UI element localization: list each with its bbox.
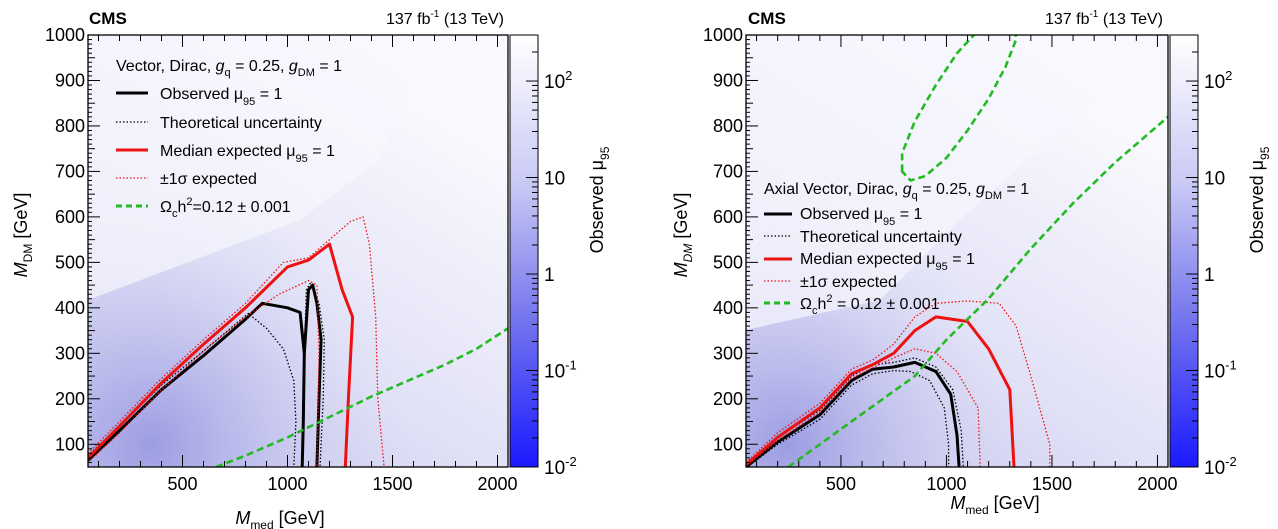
curve-observed — [88, 301, 306, 467]
colorbar-label: Observed μ95 — [587, 146, 612, 253]
x-tick-label: 1500 — [372, 474, 412, 494]
legend-title: Axial Vector, Dirac, gq = 0.25, gDM = 1 — [764, 181, 1029, 202]
y-tick-label: 700 — [713, 161, 743, 181]
curve-exp-plus — [88, 216, 385, 467]
x-axis-label: Mmed [GeV] — [950, 493, 1039, 517]
legend-entry-sigma: ±1σ expected — [160, 171, 257, 188]
y-tick-label: 600 — [55, 207, 85, 227]
colorbar-tick-label: 1 — [1204, 265, 1215, 286]
y-tick-label: 400 — [55, 298, 85, 318]
colorbar-tick-label: 10-2 — [544, 454, 577, 479]
legend-entry-expected: Median expected μ95 = 1 — [160, 143, 335, 165]
curve-theory-branch — [303, 282, 325, 467]
curve-expected — [88, 242, 355, 467]
colorbar-tick-label: 102 — [1204, 68, 1232, 93]
curve-expected — [746, 315, 1016, 467]
y-tick-label: 300 — [55, 343, 85, 363]
y-tick-label: 1000 — [45, 25, 85, 45]
panel-vector: 500 1000 1500 2000 100 200 300 400 500 600 700 800… — [11, 9, 612, 529]
y-tick-label: 700 — [55, 161, 85, 181]
colorbar-tick-label: 102 — [544, 68, 572, 93]
y-tick-label: 300 — [713, 343, 743, 363]
curve-exp-minus — [746, 348, 981, 467]
colorbar-tick-label: 10-1 — [544, 358, 577, 383]
legend-entry-sigma: ±1σ expected — [800, 274, 897, 291]
y-axis-ticks: 100 200 300 400 500 600 700 800 900 1000 — [703, 25, 758, 468]
x-tick-label: 500 — [167, 474, 197, 494]
colorbar-tick-label: 10-1 — [1204, 358, 1237, 383]
curve-theory-up — [746, 357, 964, 467]
x-axis-ticks: 500 1000 1500 2000 — [98, 35, 518, 494]
y-tick-label: 500 — [713, 252, 743, 272]
experiment-label: CMS — [748, 9, 786, 28]
legend-entry-theory: Theoretical uncertainty — [800, 229, 962, 246]
plot-frame — [87, 34, 509, 468]
curve-relic — [215, 327, 508, 467]
colorbar: 10-2 10-1 1 10 102 Observed μ95 — [1169, 34, 1272, 479]
curve-observed — [746, 360, 961, 467]
experiment-label: CMS — [89, 9, 127, 28]
y-axis-label: MDM [GeV] — [671, 193, 695, 278]
x-axis-ticks: 500 1000 1500 2000 — [756, 35, 1177, 494]
x-tick-label: 1000 — [267, 474, 307, 494]
x-tick-label: 2000 — [477, 474, 517, 494]
y-tick-label: 500 — [55, 252, 85, 272]
y-tick-label: 1000 — [703, 25, 743, 45]
y-tick-label: 800 — [713, 116, 743, 136]
plot-frame — [745, 34, 1169, 468]
curve-exp-plus — [746, 300, 1051, 467]
legend-entry-theory: Theoretical uncertainty — [160, 115, 322, 132]
x-tick-label: 500 — [826, 474, 856, 494]
luminosity-label: 137 fb-1 (13 TeV) — [386, 9, 504, 28]
colorbar-tick-label: 1 — [544, 265, 555, 286]
y-tick-label: 100 — [713, 434, 743, 454]
contour-curves — [88, 216, 508, 467]
curve-relic-diagonal — [787, 115, 1168, 467]
colorbar: 10-2 10-1 1 10 102 Observed μ95 — [509, 34, 612, 479]
y-tick-label: 800 — [55, 116, 85, 136]
y-tick-label: 900 — [713, 70, 743, 90]
y-tick-label: 200 — [55, 389, 85, 409]
colorbar-label: Observed μ95 — [1247, 146, 1272, 253]
legend-title: Vector, Dirac, gq = 0.25, gDM = 1 — [116, 58, 342, 79]
panel-axial-vector: 500 1000 1500 2000 100 200 300 400 500 600 700 800… — [671, 9, 1272, 517]
x-axis-label: Mmed [GeV] — [235, 508, 324, 529]
colorbar-ticks: 10-2 10-1 1 10 102 — [526, 34, 577, 479]
y-tick-label: 100 — [55, 434, 85, 454]
y-tick-label: 600 — [713, 207, 743, 227]
y-tick-label: 900 — [55, 70, 85, 90]
luminosity-label: 137 fb-1 (13 TeV) — [1045, 9, 1163, 28]
y-tick-label: 200 — [713, 389, 743, 409]
x-tick-label: 2000 — [1137, 474, 1177, 494]
colorbar-tick-label: 10 — [544, 169, 565, 190]
x-tick-label: 1000 — [926, 474, 966, 494]
colorbar-ticks: 10-2 10-1 1 10 102 — [1186, 34, 1237, 479]
heatmap-background — [746, 35, 1168, 467]
y-axis-label: MDM [GeV] — [11, 193, 35, 278]
x-tick-label: 1500 — [1032, 474, 1072, 494]
colorbar-tick-label: 10-2 — [1204, 454, 1237, 479]
y-axis-ticks: 100 200 300 400 500 600 700 800 900 1000 — [45, 25, 100, 468]
heatmap-background — [88, 35, 508, 467]
y-tick-label: 400 — [713, 298, 743, 318]
curve-theory-down — [249, 314, 297, 467]
legend-entry-expected: Median expected μ95 = 1 — [800, 251, 975, 273]
contour-curves — [746, 35, 1168, 467]
colorbar-tick-label: 10 — [1204, 169, 1225, 190]
